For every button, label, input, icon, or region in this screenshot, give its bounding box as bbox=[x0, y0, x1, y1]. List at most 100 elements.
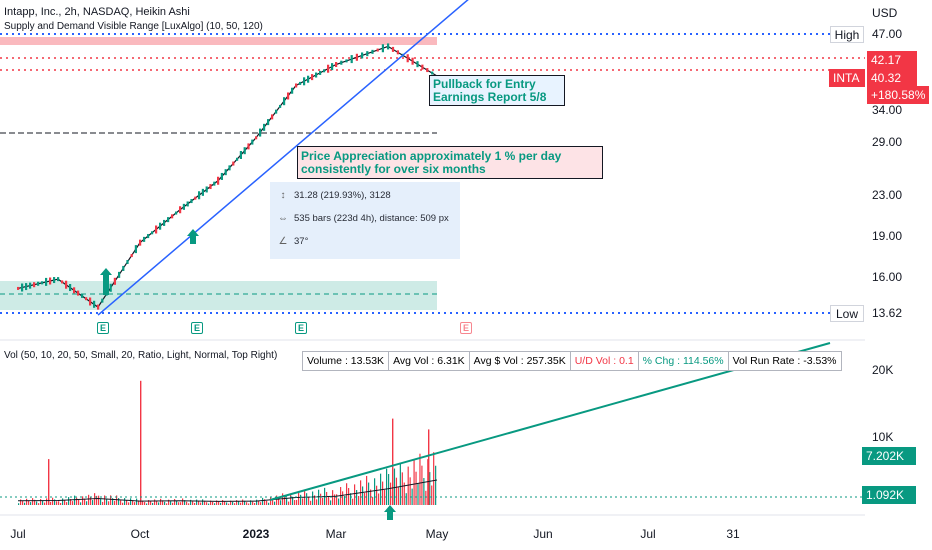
price-candle bbox=[243, 147, 246, 155]
price-candle bbox=[65, 280, 68, 289]
volume-bar bbox=[116, 495, 118, 505]
volume-bar bbox=[160, 498, 162, 505]
price-candle bbox=[122, 265, 125, 271]
volume-bar bbox=[226, 502, 228, 505]
price-candle bbox=[283, 97, 286, 106]
volume-bar bbox=[374, 478, 376, 505]
volume-bar bbox=[42, 500, 44, 505]
volume-bar bbox=[54, 499, 56, 505]
volume-bar bbox=[106, 498, 108, 505]
price-candle bbox=[217, 176, 220, 185]
volume-bar bbox=[240, 502, 242, 505]
volume-bar bbox=[68, 497, 70, 505]
price-candle bbox=[109, 283, 112, 292]
volume-bar bbox=[210, 500, 212, 505]
volume-bar bbox=[350, 493, 352, 505]
volume-bar bbox=[417, 483, 419, 505]
volume-bar bbox=[100, 498, 102, 505]
volume-bar bbox=[423, 478, 425, 505]
volume-bar bbox=[110, 495, 112, 505]
measure-price: 31.28 (219.93%), 3128 bbox=[294, 190, 391, 201]
volume-bar bbox=[344, 496, 346, 505]
price-candle bbox=[134, 245, 137, 254]
volume-bar bbox=[104, 495, 106, 505]
volume-bar bbox=[382, 481, 384, 505]
earnings-marker[interactable]: E bbox=[97, 322, 109, 334]
volume-bar bbox=[376, 485, 378, 505]
volume-bar bbox=[372, 496, 374, 505]
price-candle bbox=[77, 290, 80, 296]
volume-bar bbox=[56, 501, 58, 505]
volume-bar bbox=[389, 482, 392, 505]
measure-angle-row: ∠ 37° bbox=[278, 236, 309, 247]
volume-bar bbox=[254, 503, 256, 505]
volume-bar bbox=[393, 468, 396, 505]
volume-bar bbox=[286, 498, 288, 505]
volume-bar bbox=[401, 472, 403, 505]
x-tick-label: Jul bbox=[640, 527, 656, 541]
volume-bar bbox=[128, 502, 130, 505]
pullback-note-line2: Earnings Report 5/8 bbox=[433, 90, 547, 104]
volume-bar bbox=[180, 502, 182, 505]
stat-pct-chg: % Chg : 114.56% bbox=[639, 352, 729, 370]
volume-spike-bar bbox=[428, 429, 430, 505]
price-candle bbox=[411, 57, 414, 65]
volume-bar bbox=[288, 501, 290, 505]
volume-bar bbox=[142, 500, 144, 505]
volume-bar bbox=[144, 502, 146, 505]
volume-stats-bar: Volume : 13.53K Avg Vol : 6.31K Avg $ Vo… bbox=[302, 351, 842, 371]
appreciation-note[interactable]: Price Appreciation approximately 1 % per… bbox=[297, 146, 603, 179]
volume-bar bbox=[204, 500, 206, 505]
price-candle bbox=[255, 136, 258, 140]
indicator-legend[interactable]: Supply and Demand Visible Range [LuxAlgo… bbox=[4, 21, 263, 32]
volume-bar bbox=[30, 502, 32, 505]
measure-angle: 37° bbox=[294, 236, 309, 247]
volume-bar bbox=[62, 498, 64, 505]
price-candle bbox=[239, 150, 242, 159]
price-candle bbox=[53, 277, 56, 284]
volume-bar bbox=[102, 501, 104, 505]
volume-bar bbox=[50, 501, 52, 505]
price-candle bbox=[147, 234, 150, 239]
volume-bar bbox=[26, 498, 28, 505]
price-candle bbox=[209, 184, 212, 190]
volume-bar bbox=[200, 502, 202, 505]
volume-indicator-legend[interactable]: Vol (50, 10, 20, 50, Small, 20, Ratio, L… bbox=[4, 350, 278, 361]
price-candle bbox=[327, 64, 330, 73]
volume-bar bbox=[290, 493, 292, 505]
volume-bar bbox=[248, 503, 250, 505]
volume-bar bbox=[40, 499, 42, 505]
volume-bar bbox=[88, 494, 90, 505]
volume-bar bbox=[356, 490, 358, 505]
up-arrow-icon bbox=[100, 268, 112, 295]
volume-bar bbox=[96, 495, 98, 505]
earnings-marker[interactable]: E bbox=[191, 322, 203, 334]
volume-bar bbox=[192, 501, 194, 505]
appreciation-note-line2: consistently for over six months bbox=[301, 162, 486, 176]
earnings-marker[interactable]: E bbox=[295, 322, 307, 334]
x-tick-label: Mar bbox=[325, 527, 347, 541]
volume-bar bbox=[66, 502, 68, 505]
volume-bar bbox=[214, 503, 216, 505]
price-candle bbox=[41, 281, 44, 285]
earnings-marker-upcoming[interactable]: E bbox=[460, 322, 472, 334]
volume-bar bbox=[366, 475, 368, 505]
price-candle bbox=[307, 75, 310, 83]
up-arrow-icon bbox=[384, 505, 396, 520]
volume-bar bbox=[399, 462, 401, 505]
volume-bar bbox=[232, 501, 234, 505]
volume-bar bbox=[148, 500, 150, 505]
volume-bar bbox=[208, 503, 210, 505]
chart-title: Intapp, Inc., 2h, NASDAQ, Heikin Ashi bbox=[4, 6, 190, 18]
volume-bar bbox=[230, 500, 232, 505]
volume-bar bbox=[310, 500, 312, 505]
measure-tool-box[interactable]: ↕ 31.28 (219.93%), 3128 ⇔ 535 bars (223d… bbox=[270, 182, 460, 259]
price-candle bbox=[267, 119, 270, 126]
volume-bar bbox=[326, 491, 328, 505]
pullback-note[interactable]: Pullback for Entry Earnings Report 5/8 bbox=[429, 75, 565, 106]
volume-spike-bar bbox=[392, 418, 394, 505]
volume-bar bbox=[388, 474, 390, 505]
volume-bar bbox=[262, 497, 264, 505]
volume-bar bbox=[431, 485, 433, 505]
volume-bar bbox=[18, 503, 20, 505]
